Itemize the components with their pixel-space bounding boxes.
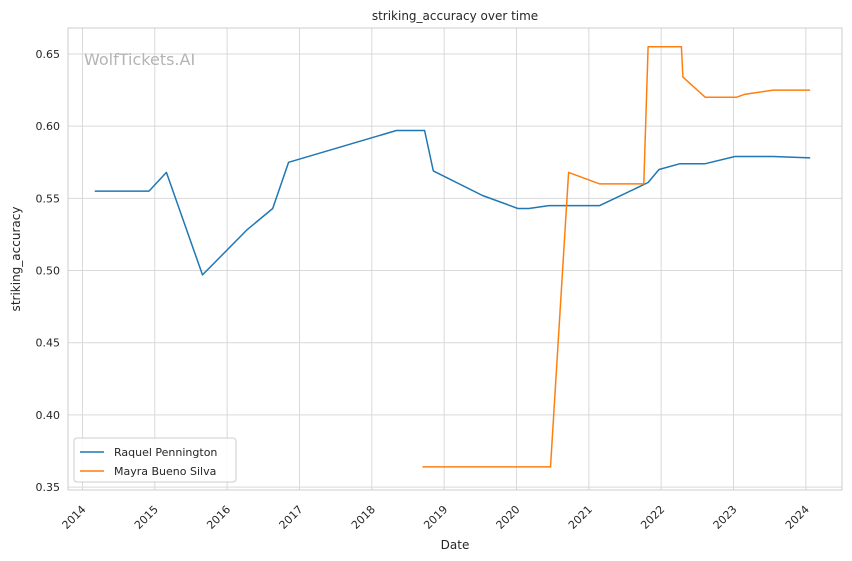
x-tick-label: 2024 <box>783 503 812 532</box>
x-tick-label: 2023 <box>711 503 740 532</box>
x-tick-label: 2022 <box>638 503 667 532</box>
y-tick-label: 0.65 <box>36 48 61 61</box>
x-tick-label: 2020 <box>494 503 523 532</box>
series-lines <box>94 46 811 468</box>
legend-label: Mayra Bueno Silva <box>114 465 216 478</box>
x-tick-label: 2018 <box>349 503 378 532</box>
x-tick-label: 2021 <box>566 503 595 532</box>
x-tick-label: 2014 <box>60 503 89 532</box>
y-tick-label: 0.50 <box>36 265 61 278</box>
series-line <box>422 46 811 468</box>
y-tick-label: 0.40 <box>36 409 61 422</box>
y-tick-label: 0.60 <box>36 120 61 133</box>
x-tick-label: 2016 <box>204 503 233 532</box>
y-axis-ticks: 0.35 0.40 0.45 0.50 0.55 0.60 0.65 <box>36 48 61 494</box>
plot-frame <box>67 27 843 491</box>
y-tick-label: 0.55 <box>36 192 61 205</box>
chart-title: striking_accuracy over time <box>372 9 538 23</box>
grid <box>68 28 842 490</box>
x-tick-label: 2015 <box>132 503 161 532</box>
y-tick-label: 0.35 <box>36 481 61 494</box>
watermark: WolfTickets.AI <box>84 50 195 69</box>
x-axis-label: Date <box>441 538 470 552</box>
y-axis-label: striking_accuracy <box>9 207 23 312</box>
y-tick-label: 0.45 <box>36 337 61 350</box>
legend: Raquel Pennington Mayra Bueno Silva <box>73 437 237 483</box>
x-tick-label: 2019 <box>421 503 450 532</box>
x-axis-ticks: 2014 2015 2016 2017 2018 2019 2020 2021 2022 2023… <box>60 503 812 532</box>
legend-label: Raquel Pennington <box>114 446 217 459</box>
x-tick-label: 2017 <box>277 503 306 532</box>
series-line <box>94 129 811 276</box>
legend-box <box>73 437 237 483</box>
